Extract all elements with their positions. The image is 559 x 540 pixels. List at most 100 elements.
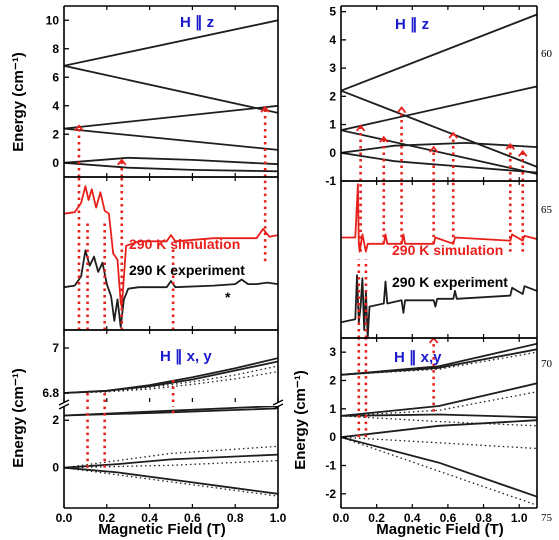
label-right-experiment: 290 K experiment: [392, 274, 508, 290]
energy-level: [341, 85, 537, 132]
transition-arrow: [428, 338, 439, 344]
y-tick-label: 0: [52, 461, 59, 475]
x-tick-label: 1.0: [511, 511, 528, 525]
y-tick-label: 4: [52, 99, 59, 113]
series-experiment: [341, 274, 537, 338]
series-experiment: [64, 249, 278, 328]
line-number: 65: [541, 204, 553, 216]
energy-level: [341, 13, 537, 92]
y-tick-label: -1: [325, 459, 336, 473]
data-layer: [64, 13, 537, 506]
energy-level-dotted: [341, 415, 537, 427]
frames-layer: 0 2 4 6 8 10 6.8 7 0 2 0.0 0.2 0.4 0.6 0.8 1.0 -1 0 1 2 3 4 5 -…: [42, 5, 538, 525]
x-tick-label: 0.0: [333, 511, 350, 525]
xlabel-right: Magnetic Field (T): [376, 521, 504, 538]
label-left-simulation: 290 K simulation: [129, 236, 240, 252]
panel-left-mid: [64, 177, 278, 330]
energy-level: [64, 156, 278, 166]
transition-arrow: [379, 135, 389, 143]
title-right-top: H ∥ z: [395, 16, 429, 33]
label-right-simulation: 290 K simulation: [392, 242, 503, 258]
y-tick-label: 10: [46, 13, 60, 27]
energy-level-dotted: [64, 467, 278, 497]
y-tick-label: 3: [329, 61, 336, 75]
y-tick-label: 1: [329, 402, 336, 416]
energy-level: [341, 151, 537, 174]
x-tick-label: 0.8: [227, 511, 244, 525]
x-tick-label: 0.6: [440, 511, 457, 525]
label-left-asterisk: *: [225, 289, 231, 305]
x-tick-label: 1.0: [270, 511, 287, 525]
y-tick-label: 2: [52, 413, 59, 427]
energy-level: [341, 436, 537, 498]
panel-right-mid: [341, 181, 537, 338]
energy-level-dotted: [64, 365, 278, 394]
energy-level-dotted: [341, 436, 537, 450]
axis-break: [272, 399, 284, 410]
energy-level: [341, 413, 537, 419]
transition-arrow: [74, 124, 84, 132]
energy-level: [64, 466, 278, 495]
energy-level: [341, 419, 537, 439]
transition-arrow: [505, 142, 515, 150]
y-tick-label: 6: [52, 70, 59, 84]
transition-arrow: [448, 131, 458, 139]
energy-level: [341, 382, 537, 417]
x-tick-label: 0.4: [404, 511, 421, 525]
y-tick-label: 4: [329, 33, 336, 47]
transition-arrow: [396, 106, 407, 114]
transition-arrow: [518, 149, 528, 157]
x-tick-label: 0.2: [368, 511, 385, 525]
energy-level-dotted: [341, 351, 537, 376]
panel-right-bot: [341, 338, 537, 506]
label-left-experiment: 290 K experiment: [129, 262, 245, 278]
energy-level-dotted: [64, 459, 278, 469]
energy-level: [64, 64, 278, 114]
line-number: 70: [541, 358, 553, 370]
ylabel-right-bot: Energy (cm⁻¹): [292, 370, 309, 470]
energy-level: [64, 453, 278, 469]
energy-level: [64, 104, 278, 130]
energy-level-dotted: [341, 436, 537, 506]
y-tick-label: 6.8: [42, 386, 59, 400]
x-tick-label: 0.2: [98, 511, 115, 525]
panel-left-bot-lower: [64, 406, 278, 497]
ylabel-left-top: Energy (cm⁻¹): [10, 52, 27, 152]
y-tick-label: 0: [52, 156, 59, 170]
x-tick-label: 0.0: [56, 511, 73, 525]
x-tick-label: 0.6: [184, 511, 201, 525]
title-right-bot: H ∥ x,y: [394, 349, 442, 366]
panel-left-top: [64, 19, 278, 177]
y-tick-label: 2: [52, 127, 59, 141]
y-tick-label: -1: [325, 174, 336, 188]
energy-level: [341, 129, 537, 175]
energy-level: [64, 127, 278, 151]
y-tick-label: 1: [329, 118, 336, 132]
series-simulation: [64, 185, 278, 309]
y-tick-label: 0: [329, 430, 336, 444]
energy-level: [341, 89, 537, 168]
y-tick-label: 8: [52, 42, 59, 56]
energy-level-dotted: [341, 391, 537, 417]
line-number: 60: [541, 48, 553, 60]
x-tick-label: 0.4: [141, 511, 158, 525]
transition-arrow: [355, 124, 366, 132]
xlabel-left: Magnetic Field (T): [98, 521, 226, 538]
axis-break: [58, 399, 70, 410]
x-tick-label: 0.8: [475, 511, 492, 525]
y-tick-label: -2: [325, 487, 336, 501]
y-tick-label: 5: [329, 5, 336, 19]
panel-left-bot-upper: [64, 357, 278, 402]
transition-arrow: [260, 105, 270, 113]
transition-arrow: [117, 158, 127, 166]
energy-level: [64, 407, 278, 417]
y-tick-label: 3: [329, 345, 336, 359]
ylabel-left-bot: Energy (cm⁻¹): [10, 368, 27, 468]
energy-level: [64, 360, 278, 394]
y-tick-label: 7: [52, 341, 59, 355]
y-tick-label: 2: [329, 374, 336, 388]
panel-right-top: [341, 13, 537, 181]
energy-level: [341, 141, 537, 154]
transition-arrow: [428, 145, 439, 153]
